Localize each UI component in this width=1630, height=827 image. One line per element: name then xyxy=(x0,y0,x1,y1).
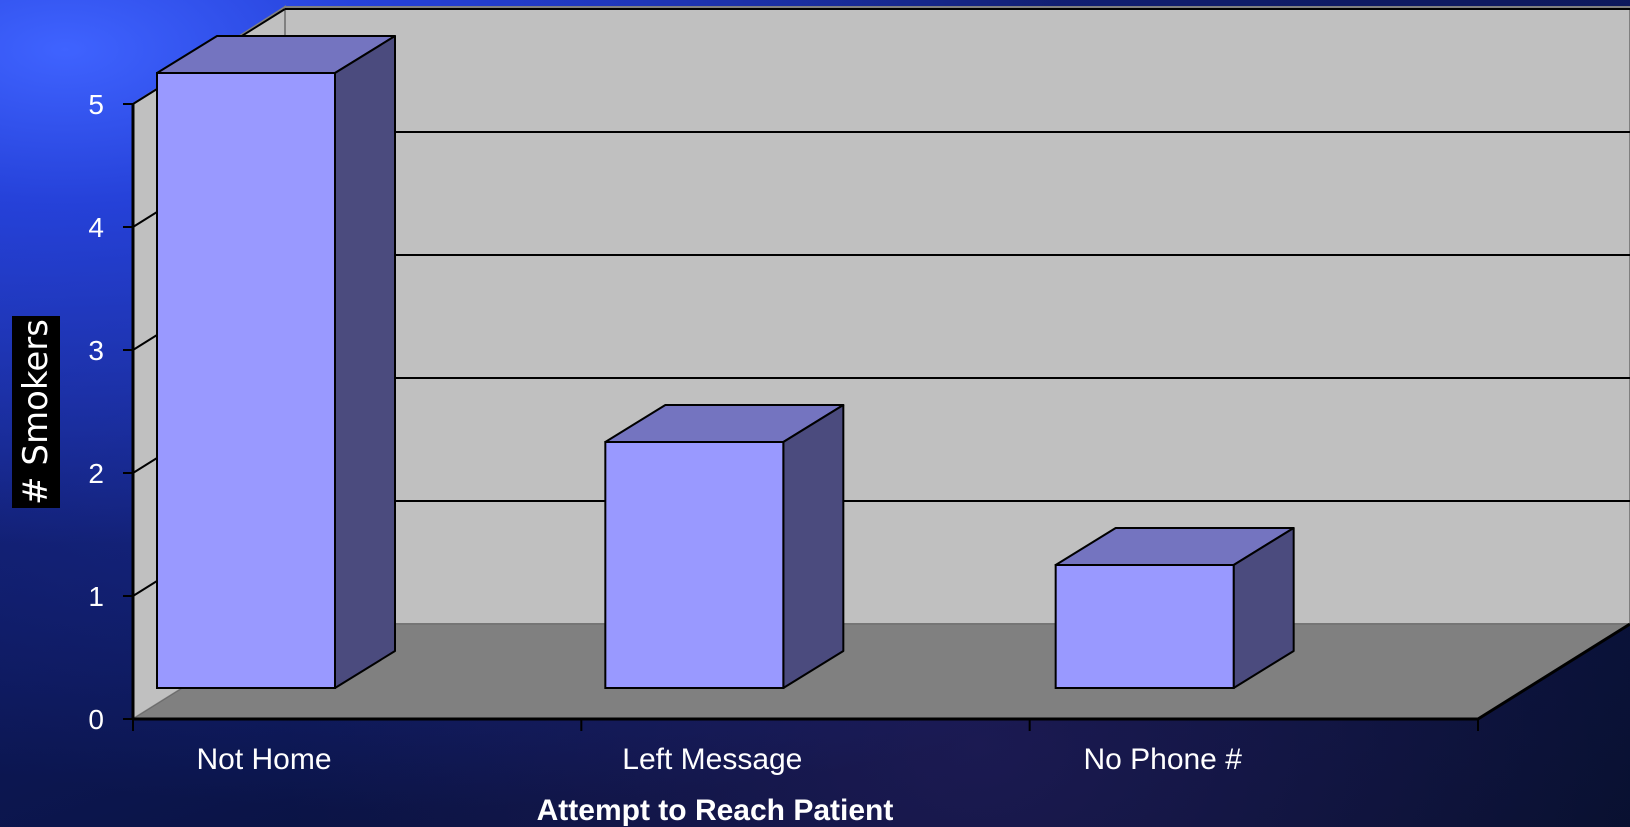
bar xyxy=(604,404,845,689)
bars xyxy=(156,35,1295,689)
y-axis-title: # Smokers xyxy=(16,319,56,505)
bar-front xyxy=(604,441,785,689)
x-category-labels: Not Home Left Message No Phone # xyxy=(196,743,1242,776)
y-tick-labels: 0 1 2 3 4 5 xyxy=(88,89,104,735)
bar-side xyxy=(782,404,845,689)
y-axis-title-background xyxy=(12,316,60,508)
bar-side xyxy=(334,35,396,689)
x-category-label: No Phone # xyxy=(1083,743,1242,776)
y-tick-label: 5 xyxy=(88,89,104,120)
y-tick-label: 0 xyxy=(88,704,104,735)
x-category-label: Left Message xyxy=(622,743,802,776)
bar-front xyxy=(156,72,336,689)
y-tick-label: 3 xyxy=(88,335,104,366)
y-tick-label: 4 xyxy=(88,212,104,243)
bar-front xyxy=(1054,564,1235,689)
bar xyxy=(1054,527,1295,689)
x-category-label: Not Home xyxy=(196,743,331,776)
y-axis-title-group: # Smokers xyxy=(12,316,60,508)
y-tick-label: 2 xyxy=(88,458,104,489)
floor-edge-right xyxy=(1477,622,1630,721)
x-axis-title: Attempt to Reach Patient xyxy=(537,794,894,827)
back-wall xyxy=(284,6,1630,625)
bar xyxy=(156,35,396,689)
chart-axes xyxy=(123,103,1630,731)
y-tick-label: 1 xyxy=(88,581,104,612)
